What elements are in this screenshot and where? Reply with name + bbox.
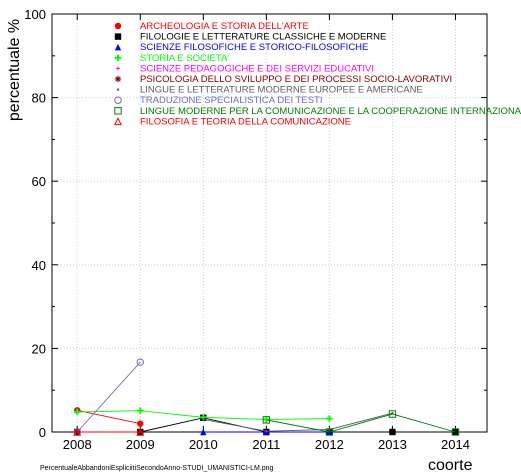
- legend-marker: [114, 44, 122, 51]
- data-point: [389, 428, 396, 436]
- data-point: [136, 358, 144, 366]
- legend-marker: [114, 33, 122, 40]
- data-point: [200, 428, 207, 436]
- data-point: [137, 420, 144, 427]
- legend-label: FILOSOFIA E TEORIA DELLA COMUNICAZIONE: [140, 116, 351, 127]
- series-layer: [73, 358, 460, 436]
- data-point: [74, 408, 81, 416]
- series-8: [73, 358, 144, 436]
- x-tick-label: 2008: [63, 437, 92, 452]
- legend-label: PSICOLOGIA DELLO SVILUPPO E DEI PROCESSI…: [140, 74, 452, 85]
- data-point: [137, 407, 144, 414]
- series-10: [73, 427, 145, 436]
- legend-item: FILOSOFIA E TEORIA DELLA COMUNICAZIONE: [113, 116, 351, 127]
- series-line: [266, 413, 456, 433]
- legend-item: LINGUE MODERNE PER LA COMUNICAZIONE E LA…: [114, 106, 521, 117]
- legend-item: STORIA E SOCIETA': [114, 53, 229, 64]
- legend-item: LINGUE E LETTERATURE MODERNE EUROPEE E A…: [116, 85, 423, 96]
- legend-label: LINGUE MODERNE PER LA COMUNICAZIONE E LA…: [140, 106, 521, 117]
- data-point: [265, 429, 268, 433]
- legend: ARCHEOLOGIA E STORIA DELL'ARTEFILOLOGIE …: [113, 21, 521, 127]
- legend-item: ARCHEOLOGIA E STORIA DELL'ARTE: [114, 21, 309, 32]
- legend-marker: [113, 117, 123, 126]
- y-tick-label: 0: [39, 425, 46, 440]
- x-tick-label: 2013: [378, 437, 407, 452]
- x-tick-label: 2011: [252, 437, 280, 452]
- x-tick-label: 2012: [315, 437, 344, 452]
- x-axis-title: coorte: [428, 457, 473, 474]
- legend-marker: [114, 22, 122, 30]
- x-axis: 2008 2009 2010 2011 2012 2013 2014: [63, 14, 470, 452]
- legend-marker: [114, 96, 122, 104]
- legend-label: ARCHEOLOGIA E STORIA DELL'ARTE: [140, 21, 309, 32]
- y-tick-label: 100: [24, 7, 46, 22]
- footer-filename: PercentualeAbbandoniEspliciitiSecondoAnn…: [40, 465, 274, 472]
- legend-item: PSICOLOGIA DELLO SVILUPPO E DEI PROCESSI…: [114, 74, 452, 85]
- series-line: [203, 412, 393, 432]
- data-point: [325, 428, 334, 436]
- y-axis-title: percentuale %: [6, 19, 23, 121]
- legend-item: TRADUZIONE SPECIALISTICA DEI TESTI: [114, 95, 322, 106]
- data-point: [73, 427, 82, 436]
- legend-marker: [116, 88, 120, 91]
- y-tick-label: 20: [32, 341, 46, 356]
- series-line: [76, 361, 141, 433]
- data-point: [326, 415, 333, 422]
- x-tick-label: 2014: [441, 437, 470, 452]
- data-point: [388, 410, 397, 418]
- y-axis: 0 20 40 60 80 100: [24, 7, 487, 440]
- legend-item: SCIENZE FILOSOFICHE E STORICO-FILOSOFICH…: [114, 42, 368, 53]
- series-line: [77, 409, 141, 425]
- legend-label: SCIENZE PEDAGOGICHE E DEI SERVIZI EDUCAT…: [140, 63, 374, 74]
- x-tick-label: 2010: [189, 437, 218, 452]
- legend-marker: [114, 54, 122, 61]
- legend-marker: [116, 66, 120, 71]
- legend-marker: [114, 107, 122, 115]
- y-tick-label: 60: [32, 174, 46, 189]
- data-point: [263, 416, 270, 423]
- data-point: [202, 418, 205, 421]
- legend-item: FILOLOGIE E LETTERATURE CLASSICHE E MODE…: [114, 32, 386, 43]
- data-point: [262, 416, 271, 424]
- y-tick-label: 80: [32, 91, 46, 106]
- series-9: [262, 410, 460, 436]
- legend-label: TRADUZIONE SPECIALISTICA DEI TESTI: [140, 95, 322, 106]
- legend-label: SCIENZE FILOSOFICHE E STORICO-FILOSOFICH…: [140, 42, 368, 53]
- legend-label: FILOLOGIE E LETTERATURE CLASSICHE E MODE…: [140, 32, 386, 43]
- data-point: [451, 428, 460, 436]
- x-tick-label: 2009: [126, 437, 155, 452]
- data-point: [136, 427, 145, 436]
- y-tick-label: 40: [32, 258, 46, 273]
- legend-marker: [114, 75, 122, 83]
- legend-item: SCIENZE PEDAGOGICHE E DEI SERVIZI EDUCAT…: [116, 63, 374, 74]
- legend-label: STORIA E SOCIETA': [140, 53, 229, 64]
- legend-label: LINGUE E LETTERATURE MODERNE EUROPEE E A…: [140, 85, 423, 96]
